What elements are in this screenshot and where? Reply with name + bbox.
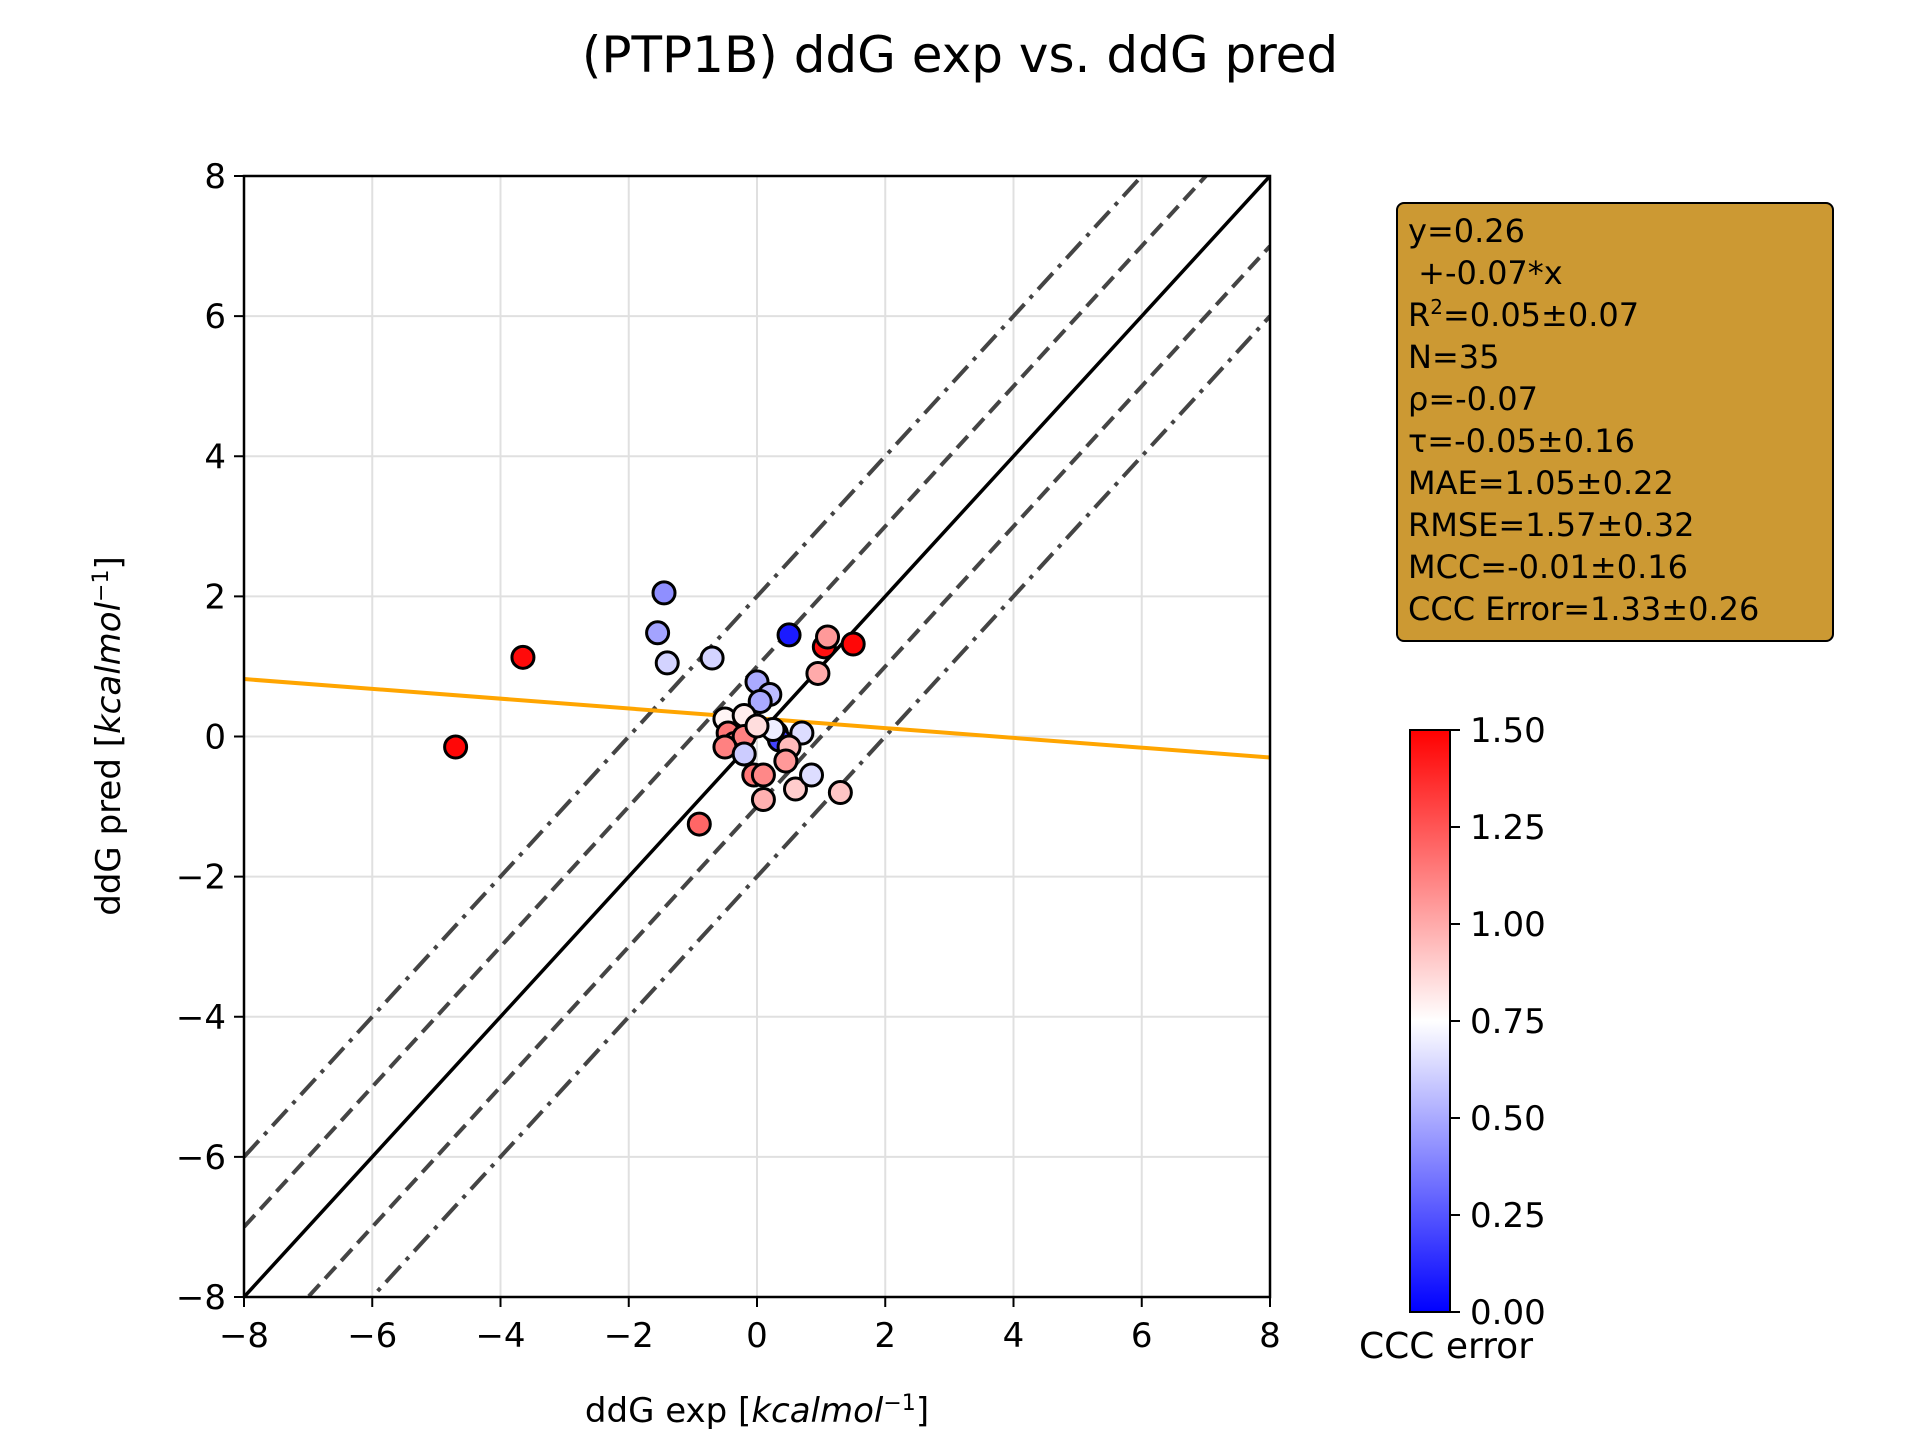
colorbar-tick-label: 0.00 xyxy=(1470,1293,1546,1333)
scatter-point xyxy=(645,620,671,646)
colorbar-tick-label: 1.00 xyxy=(1470,905,1546,945)
stats-fit-equation: y=0.26 xyxy=(1408,212,1525,250)
scatter-point xyxy=(747,688,773,714)
dashdot-band-line xyxy=(244,176,1145,1159)
colorbar-ticks: 0.00 0.25 0.50 0.75 1.00 1.25 1.50 xyxy=(1450,711,1546,1333)
y-tick-label: 8 xyxy=(204,157,226,197)
scatter-point xyxy=(815,624,841,650)
scatter-point xyxy=(805,660,831,686)
y-axis-label: ddG pred [kcalmol−1] xyxy=(89,556,130,915)
scatter-point xyxy=(776,622,802,648)
x-tick-label: 6 xyxy=(1131,1316,1153,1356)
scatter-point xyxy=(799,762,825,788)
scatter-point xyxy=(773,748,799,774)
stats-rmse: RMSE=1.57±0.32 xyxy=(1408,506,1695,544)
dashdot-band-line xyxy=(369,314,1270,1297)
y-tick-label: −4 xyxy=(176,998,226,1038)
x-tick-label: −6 xyxy=(347,1316,397,1356)
scatter-points xyxy=(443,580,866,837)
scatter-point xyxy=(443,734,469,760)
x-tick-label: −8 xyxy=(219,1316,269,1356)
stats-ccc-error: CCC Error=1.33±0.26 xyxy=(1408,590,1760,628)
stats-n: N=35 xyxy=(1408,338,1500,376)
y-tick-label: 2 xyxy=(204,577,226,617)
x-tick-label: 2 xyxy=(874,1316,896,1356)
plot-area xyxy=(244,176,1270,1297)
stats-rho: ρ=-0.07 xyxy=(1408,380,1538,418)
colorbar-tick-label: 1.25 xyxy=(1470,808,1546,848)
colorbar-tick-label: 1.50 xyxy=(1470,711,1546,751)
stats-fit-slope: +-0.07*x xyxy=(1408,254,1563,292)
scatter-point xyxy=(731,741,757,767)
y-tick-label: 4 xyxy=(204,437,226,477)
stats-mae: MAE=1.05±0.22 xyxy=(1408,464,1674,502)
colorbar xyxy=(1409,729,1451,1313)
y-tick-label: −6 xyxy=(176,1138,226,1178)
scatter-point xyxy=(686,811,712,837)
stats-box: y=0.26 +-0.07*x R2=0.05±0.07 N=35 ρ=-0.0… xyxy=(1396,202,1834,642)
scatter-point xyxy=(827,780,853,806)
stats-r2: R2=0.05±0.07 xyxy=(1408,295,1640,334)
x-tick-label: 8 xyxy=(1259,1316,1281,1356)
scatter-point xyxy=(510,644,536,670)
y-tick-label: 6 xyxy=(204,297,226,337)
dashed-band-line xyxy=(244,176,1209,1229)
x-axis: −8 −6 −4 −2 0 2 4 6 8 xyxy=(219,1297,1281,1356)
scatter-point xyxy=(699,645,725,671)
colorbar-tick-label: 0.25 xyxy=(1470,1196,1546,1236)
stats-mcc: MCC=-0.01±0.16 xyxy=(1408,548,1688,586)
colorbar-tick-label: 0.50 xyxy=(1470,1099,1546,1139)
colorbar-tick-label: 0.75 xyxy=(1470,1002,1546,1042)
y-tick-label: −8 xyxy=(176,1278,226,1318)
scatter-point xyxy=(750,787,776,813)
x-axis-label: ddG exp [kcalmol−1] xyxy=(585,1391,929,1432)
x-tick-label: 0 xyxy=(746,1316,768,1356)
stats-tau: τ=-0.05±0.16 xyxy=(1408,422,1635,460)
colorbar-label: CCC error xyxy=(1359,1326,1533,1367)
x-tick-label: −4 xyxy=(475,1316,525,1356)
x-tick-label: −2 xyxy=(604,1316,654,1356)
scatter-point xyxy=(840,631,866,657)
chart-title: (PTP1B) ddG exp vs. ddG pred xyxy=(582,26,1338,84)
y-axis: −8 −6 −4 −2 0 2 4 6 8 xyxy=(176,157,244,1318)
scatter-point xyxy=(782,776,808,802)
scatter-point xyxy=(654,650,680,676)
y-tick-label: 0 xyxy=(204,718,226,758)
scatter-point xyxy=(750,762,776,788)
y-tick-label: −2 xyxy=(176,858,226,898)
x-tick-label: 4 xyxy=(1003,1316,1025,1356)
scatter-point xyxy=(744,713,770,739)
scatter-point xyxy=(651,580,677,606)
